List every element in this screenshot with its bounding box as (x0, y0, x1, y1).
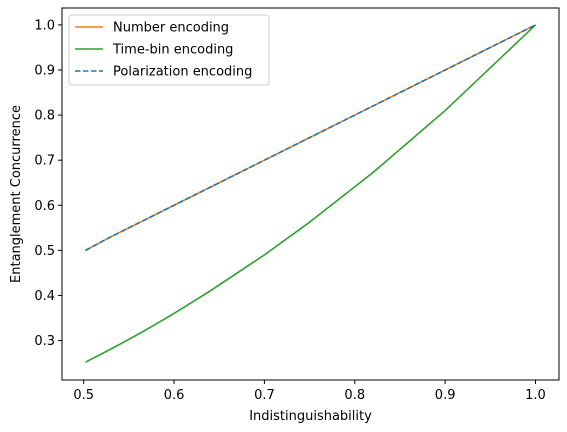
y-axis: 0.3 0.4 0.5 0.6 0.7 0.8 0.9 1.0 (34, 18, 62, 349)
x-tick-label: 0.7 (254, 388, 275, 403)
y-tick-label: 0.7 (34, 154, 55, 169)
y-tick-label: 0.9 (34, 64, 55, 79)
legend-frame (68, 14, 270, 86)
plot-frame (61, 7, 560, 381)
x-axis-label: Indistinguishability (249, 409, 372, 424)
x-tick-label: 1.0 (525, 388, 546, 403)
x-tick-label: 0.8 (344, 388, 365, 403)
y-tick-label: 0.8 (34, 109, 55, 124)
y-tick-label: 0.5 (34, 244, 55, 259)
y-tick-label: 0.4 (34, 289, 55, 304)
series-line-2 (85, 24, 537, 363)
y-tick-label: 1.0 (34, 18, 55, 33)
legend-label: Polarization encoding (113, 65, 252, 80)
y-tick-label: 0.6 (34, 199, 55, 214)
legend: Number encoding Time-bin encoding Polariza… (68, 14, 270, 86)
x-tick-label: 0.6 (164, 388, 185, 403)
x-tick-label: 0.5 (73, 388, 94, 403)
x-tick-label: 0.9 (435, 388, 456, 403)
legend-label: Time-bin encoding (112, 43, 233, 58)
y-tick-label: 0.3 (34, 334, 55, 349)
y-axis-label: Entanglement Concurrence (9, 105, 24, 283)
legend-label: Number encoding (113, 21, 229, 36)
series-layer (85, 24, 537, 363)
series-line-3 (85, 24, 536, 252)
x-axis: 0.5 0.6 0.7 0.8 0.9 1.0 (73, 380, 546, 403)
